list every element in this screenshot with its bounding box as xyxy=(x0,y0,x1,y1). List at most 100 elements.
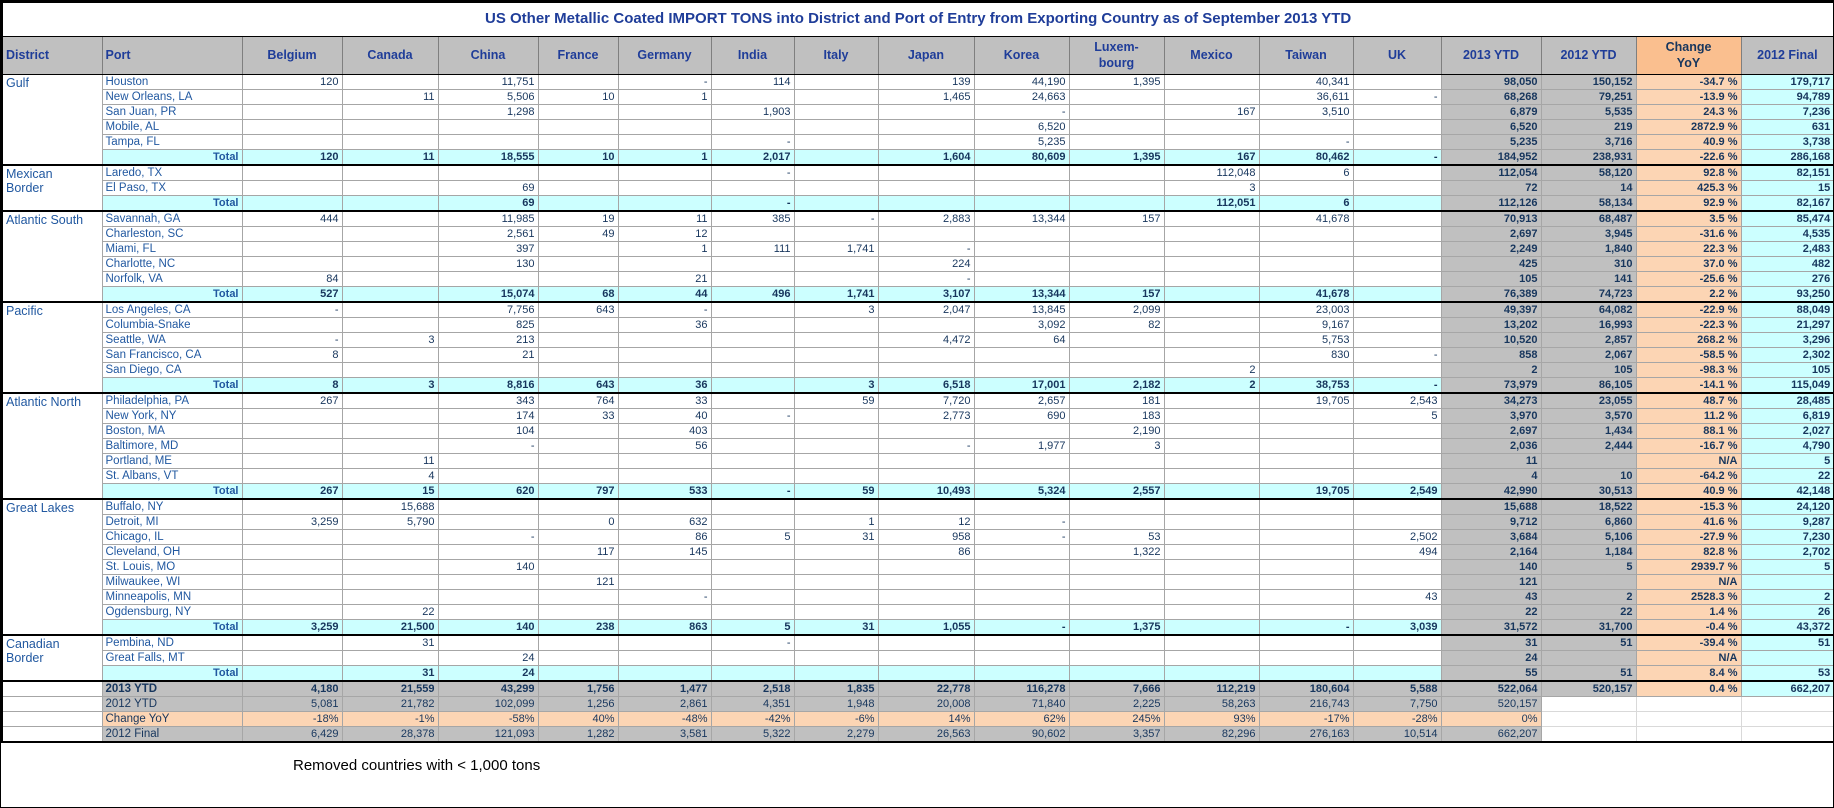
value-cell: 2 xyxy=(1740,588,1833,605)
value-cell xyxy=(537,437,619,454)
value-cell: 88,049 xyxy=(1740,301,1833,318)
column-header-germany: Germany xyxy=(617,35,712,75)
port-row: Great Falls, MT 24 24 N/A xyxy=(2,649,1833,666)
value-cell xyxy=(793,361,879,378)
port-row: Ogdensburg, NY 22 22 22 1.4 % 26 xyxy=(2,603,1833,620)
value-cell: 1 xyxy=(617,88,712,105)
value-cell: 19 xyxy=(537,210,619,227)
total-value-cell: 36 xyxy=(617,376,712,394)
total-value-cell: 238,931 xyxy=(1540,148,1637,166)
value-cell xyxy=(437,452,539,469)
value-cell xyxy=(973,603,1070,620)
value-cell xyxy=(1352,634,1442,651)
value-cell xyxy=(437,118,539,135)
summary-value-cell: 522,064 xyxy=(1440,680,1542,697)
value-cell: 79,251 xyxy=(1540,88,1637,105)
value-cell xyxy=(241,255,343,272)
port-cell: San Francisco, CA xyxy=(101,346,243,363)
value-cell xyxy=(617,346,712,363)
value-cell: 10,520 xyxy=(1440,331,1542,348)
total-value-cell: - xyxy=(710,482,795,500)
value-cell xyxy=(1068,603,1165,620)
value-cell: 3 xyxy=(1068,437,1165,454)
total-value-cell xyxy=(1163,618,1260,636)
value-cell: 86 xyxy=(617,528,712,545)
value-cell xyxy=(877,422,975,439)
total-value-cell: 533 xyxy=(617,482,712,500)
value-cell: 13,202 xyxy=(1440,316,1542,333)
value-cell xyxy=(437,270,539,287)
value-cell: 1,903 xyxy=(710,103,795,120)
value-cell xyxy=(710,331,795,348)
value-cell: 26 xyxy=(1740,603,1833,620)
total-value-cell: 3,259 xyxy=(241,618,343,636)
value-cell xyxy=(1163,603,1260,620)
value-cell: 3,570 xyxy=(1540,407,1637,424)
value-cell: 150,152 xyxy=(1540,73,1637,90)
value-cell xyxy=(537,634,619,651)
value-cell: 2 xyxy=(1163,361,1260,378)
value-cell xyxy=(537,73,619,90)
value-cell xyxy=(1258,634,1354,651)
total-label: Total xyxy=(101,618,243,636)
value-cell xyxy=(241,407,343,424)
value-cell xyxy=(710,346,795,363)
value-cell xyxy=(1163,331,1260,348)
value-cell: 64 xyxy=(973,331,1070,348)
value-cell xyxy=(1352,558,1442,575)
total-value-cell: 53 xyxy=(1740,664,1833,682)
value-cell: 6,819 xyxy=(1740,407,1833,424)
value-cell xyxy=(710,558,795,575)
total-value-cell: 73,979 xyxy=(1440,376,1542,394)
value-cell xyxy=(877,467,975,484)
value-cell: 6 xyxy=(1258,164,1354,181)
value-cell xyxy=(877,103,975,120)
value-cell: 2,883 xyxy=(877,210,975,227)
total-label: Total xyxy=(101,482,243,500)
port-cell: Baltimore, MD xyxy=(101,437,243,454)
value-cell xyxy=(710,316,795,333)
value-cell xyxy=(341,528,439,545)
value-cell: 5,506 xyxy=(437,88,539,105)
value-cell: 2,857 xyxy=(1540,331,1637,348)
total-value-cell: 31,572 xyxy=(1440,618,1542,636)
value-cell: 157 xyxy=(1068,210,1165,227)
value-cell: 6,520 xyxy=(973,118,1070,135)
value-cell: 1,977 xyxy=(973,437,1070,454)
value-cell xyxy=(1068,513,1165,530)
value-cell: 9,167 xyxy=(1258,316,1354,333)
value-cell xyxy=(241,452,343,469)
total-value-cell: 2,549 xyxy=(1352,482,1442,500)
value-cell xyxy=(1352,103,1442,120)
total-value-cell: 24 xyxy=(437,664,539,682)
summary-value-cell: 2,861 xyxy=(617,695,712,712)
value-cell: - xyxy=(437,437,539,454)
value-cell: 5 xyxy=(1740,558,1833,575)
total-value-cell: 1,395 xyxy=(1068,148,1165,166)
value-cell xyxy=(241,118,343,135)
value-cell xyxy=(793,543,879,560)
port-row: Milwaukee, WI 121 121 N/A xyxy=(2,573,1833,590)
value-cell xyxy=(793,573,879,590)
value-cell xyxy=(617,603,712,620)
value-cell: 84 xyxy=(241,270,343,287)
value-cell: 31 xyxy=(1440,634,1542,651)
total-value-cell xyxy=(1163,664,1260,682)
summary-value-cell xyxy=(1740,695,1833,712)
value-cell: 41.6 % xyxy=(1635,513,1742,530)
value-cell: 121 xyxy=(1440,573,1542,590)
port-cell: New York, NY xyxy=(101,407,243,424)
value-cell xyxy=(537,558,619,575)
summary-row-2013-ytd: 2013 YTD 4,180 21,559 43,299 1,756 1,477 2,518… xyxy=(1,680,1833,697)
total-value-cell xyxy=(1352,285,1442,303)
total-value-cell: 112,051 xyxy=(1163,194,1260,212)
value-cell xyxy=(241,588,343,605)
value-cell: 403 xyxy=(617,422,712,439)
value-cell xyxy=(241,467,343,484)
total-value-cell: 496 xyxy=(710,285,795,303)
value-cell xyxy=(1068,634,1165,651)
value-cell xyxy=(1163,558,1260,575)
value-cell: 59 xyxy=(793,392,879,409)
value-cell: 105 xyxy=(1540,361,1637,378)
value-cell: 5,535 xyxy=(1540,103,1637,120)
